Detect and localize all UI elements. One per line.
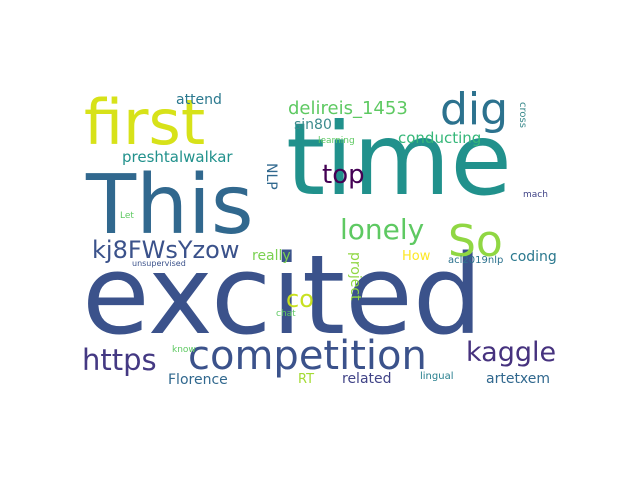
word-co: co xyxy=(286,285,314,313)
word-sin80: sin80 xyxy=(294,117,332,133)
word-project: project xyxy=(347,252,363,301)
word-https: https xyxy=(82,343,157,377)
word-cross: cross xyxy=(517,102,528,128)
word-so: So xyxy=(448,216,503,267)
word-learning: learning xyxy=(318,136,355,146)
word-florence: Florence xyxy=(168,372,228,388)
word-how: How xyxy=(402,249,431,264)
word-excited: excited xyxy=(82,231,483,359)
word-competition: competition xyxy=(188,333,427,379)
word-unsupervised: unsupervised xyxy=(132,259,186,268)
word-top: top xyxy=(322,160,365,190)
word-this: This xyxy=(86,158,254,253)
word-chat: chat xyxy=(276,309,296,319)
word-artetxem: artetxem xyxy=(486,371,551,387)
word-first: first xyxy=(84,86,206,159)
word-time: time xyxy=(286,101,512,218)
word-lingual: lingual xyxy=(420,371,454,382)
word-related: related xyxy=(342,371,392,387)
word-conducting: conducting xyxy=(398,129,482,147)
word-attend: attend xyxy=(176,92,222,108)
word-preshtalwalkar: preshtalwalkar xyxy=(122,148,233,166)
word-lonely: lonely xyxy=(340,213,425,246)
word-kaggle: kaggle xyxy=(466,337,557,368)
word-coding: coding xyxy=(510,249,557,265)
word-let: Let xyxy=(120,211,134,221)
word-nlp: NLP xyxy=(263,163,279,190)
word-mach: mach xyxy=(523,190,548,200)
word-delireis-1453: delireis_1453 xyxy=(288,98,408,119)
word-kj8fwsyzow: kj8FWsYzow xyxy=(92,236,240,264)
word-really: really xyxy=(252,248,291,264)
word-dig: dig xyxy=(440,84,509,135)
word-rt: RT xyxy=(298,372,315,387)
word-acl2019nlp: acl2019nlp xyxy=(448,255,504,266)
word-know: know xyxy=(172,345,196,355)
